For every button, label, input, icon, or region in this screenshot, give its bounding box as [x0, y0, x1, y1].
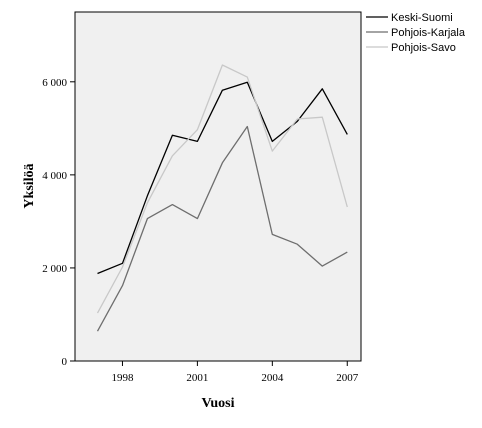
- x-tick-label: 2007: [336, 372, 359, 384]
- y-axis: 0 2 000 4 000 6 000: [42, 77, 75, 368]
- plot-area: [74, 11, 362, 362]
- series-line-2: [96, 64, 348, 314]
- x-axis: 1998 2001 2004 2007: [111, 361, 359, 384]
- y-tick-label: 2 000: [42, 263, 67, 275]
- series-line-0: [97, 81, 348, 275]
- x-axis-title: Vuosi: [202, 396, 235, 411]
- x-tick-label: 2001: [186, 372, 208, 384]
- y-tick-label: 6 000: [42, 77, 67, 89]
- legend-box: [362, 8, 474, 58]
- legend-label: Keski-Suomi: [391, 12, 453, 24]
- legend-label: Pohjois-Savo: [391, 42, 456, 54]
- x-tick-label: 1998: [111, 372, 134, 384]
- y-axis-title: Yksilöä: [22, 163, 37, 208]
- series-lines: [96, 64, 348, 332]
- legend-label: Pohjois-Karjala: [391, 27, 466, 39]
- legend: Keski-Suomi Pohjois-Karjala Pohjois-Savo: [362, 8, 474, 58]
- y-tick-label: 0: [62, 356, 68, 368]
- x-tick-label: 2004: [261, 372, 284, 384]
- y-tick-label: 4 000: [42, 170, 67, 182]
- series-line-1: [96, 125, 348, 332]
